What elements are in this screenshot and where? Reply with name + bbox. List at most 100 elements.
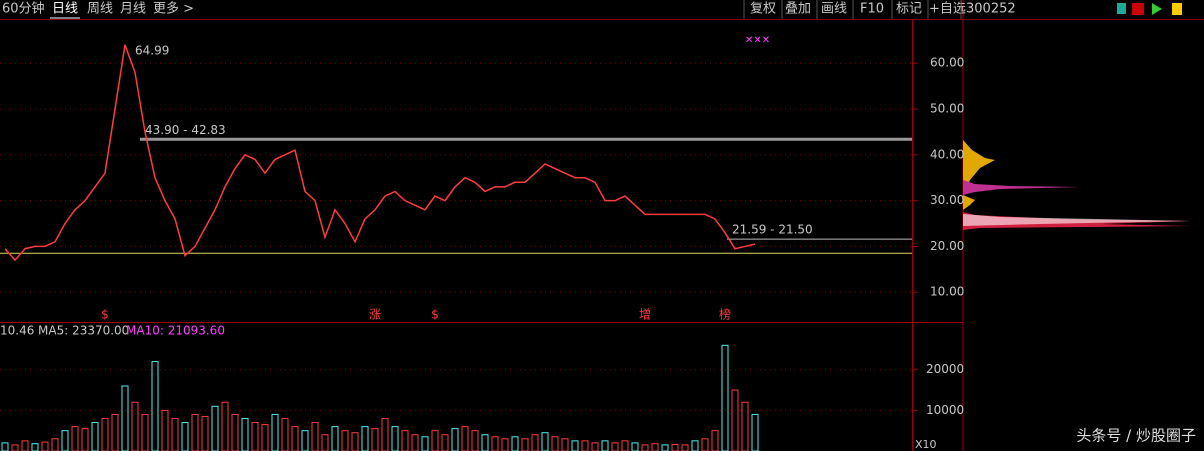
volume-bar (71, 426, 79, 451)
volume-bar (731, 389, 739, 451)
profile (963, 180, 1080, 195)
volume-bar (301, 430, 309, 451)
volume-bar (361, 426, 369, 451)
y-tick-label: 10.00 (930, 285, 964, 299)
peak-label: 64.99 (135, 43, 169, 57)
volume-bar (81, 428, 89, 451)
volume-bar (261, 424, 269, 451)
level-label: 43.90 - 42.83 (145, 123, 226, 137)
volume-bar (181, 422, 189, 451)
event-marker[interactable]: $ (101, 308, 109, 322)
volume-bar (451, 428, 459, 451)
volume-bar (321, 434, 329, 451)
volume-bar (21, 440, 29, 451)
y-tick-label: 50.00 (930, 102, 964, 116)
icon[interactable] (1172, 3, 1182, 15)
tab[interactable]: 60分钟 (2, 1, 45, 17)
volume-bar (641, 444, 649, 451)
volume-bar (551, 436, 559, 451)
tab[interactable]: 日线 (52, 2, 78, 17)
volume-bar (91, 422, 99, 451)
stock-code: 300252 (966, 2, 1016, 17)
profile (963, 195, 975, 210)
toolbar-button[interactable]: 复权 (750, 1, 776, 17)
volume-bar (521, 438, 529, 451)
volume-bar (391, 426, 399, 451)
y-tick-label: 40.00 (930, 147, 964, 161)
volume-bar (591, 442, 599, 451)
volume-bar (481, 434, 489, 451)
y-tick-label: 20000 (926, 362, 964, 376)
volume-bar (51, 438, 59, 451)
volume-bar (441, 434, 449, 451)
volume-bar (41, 441, 49, 451)
indicator-header: MA10: 21093.60 (126, 324, 225, 338)
profile (963, 140, 995, 195)
volume-bar (491, 436, 499, 451)
volume-bar (11, 444, 19, 451)
y-tick-label: 30.00 (930, 193, 964, 207)
icon[interactable] (1152, 3, 1162, 15)
icon[interactable] (1117, 3, 1126, 14)
volume-bar (151, 361, 159, 451)
volume-bar (461, 426, 469, 451)
volume-bar (711, 430, 719, 451)
volume-bar (291, 426, 299, 451)
volume-bar (601, 440, 609, 451)
icon[interactable] (1132, 3, 1144, 15)
tab[interactable]: 月线 (120, 2, 146, 17)
volume-bar (631, 442, 639, 451)
watermark: 头条号 / 炒股圈子 (1076, 427, 1196, 445)
volume-bar (431, 430, 439, 451)
volume-bar (331, 426, 339, 451)
volume-bar (341, 430, 349, 451)
volume-bar (411, 434, 419, 451)
y-tick-label: 60.00 (930, 56, 964, 70)
toolbar-button[interactable]: 标记 (896, 2, 922, 17)
tab[interactable]: 更多 > (153, 1, 194, 17)
volume-bar (661, 444, 669, 451)
volume-bar (421, 436, 429, 451)
volume-bar (371, 428, 379, 451)
volume-bar (501, 438, 509, 451)
volume-bar (611, 442, 619, 451)
volume-bar (511, 436, 519, 451)
volume-bar (561, 438, 569, 451)
tab[interactable]: 周线 (87, 2, 113, 17)
level-label: 21.59 - 21.50 (732, 223, 813, 237)
price-line (4, 44, 756, 262)
volume-bar (61, 430, 69, 451)
toolbar-button[interactable]: 叠加 (785, 2, 811, 17)
toolbar-button[interactable]: +自选 (929, 2, 966, 17)
toolbar-button[interactable]: F10 (860, 2, 884, 17)
volume-bar (571, 440, 579, 451)
volume-bar (401, 430, 409, 451)
y-tick-label: 10000 (926, 403, 964, 417)
indicator-header: MA5: 23370.00 (38, 324, 129, 338)
event-marker[interactable]: $ (431, 308, 439, 322)
toolbar-button[interactable]: 画线 (821, 2, 847, 17)
volume-bar (311, 422, 319, 451)
y-tick-label: 20.00 (930, 239, 964, 253)
volume-bar (1, 442, 9, 451)
volume-bar (351, 432, 359, 451)
event-marker[interactable]: 增 (639, 308, 651, 322)
profile (963, 214, 1190, 226)
volume-bar (541, 432, 549, 451)
event-marker[interactable]: 涨 (369, 307, 381, 322)
volume-bar (581, 440, 589, 451)
volume-bar (621, 440, 629, 451)
volume-bar (701, 438, 709, 451)
marker-row: ✕✕✕ (745, 35, 770, 46)
volume-bar (471, 430, 479, 451)
volume-bar (531, 434, 539, 451)
volume-bar (681, 444, 689, 451)
volume-bar (121, 385, 129, 451)
event-marker[interactable]: 榜 (719, 307, 731, 322)
unit-label: X10 (915, 438, 937, 451)
indicator-header: 10.46 (0, 324, 34, 338)
volume-bar (251, 422, 259, 451)
volume-bar (691, 440, 699, 451)
